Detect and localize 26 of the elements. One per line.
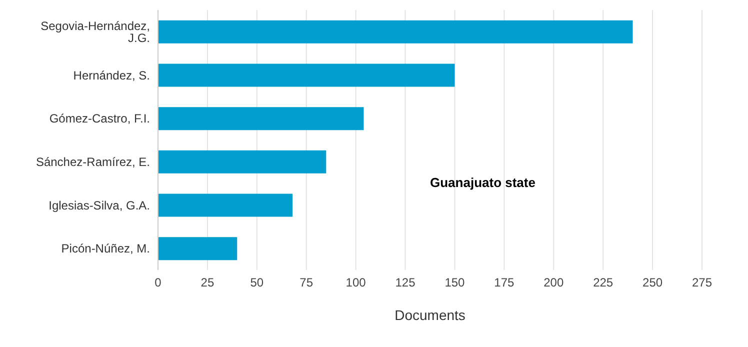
x-tick-label: 50 bbox=[250, 276, 264, 290]
x-tick-label: 175 bbox=[494, 276, 515, 290]
bar bbox=[158, 194, 293, 217]
x-tick-label: 275 bbox=[692, 276, 712, 290]
x-tick-label: 150 bbox=[444, 276, 466, 290]
bar bbox=[158, 64, 455, 87]
y-tick-label: Picón-Núñez, M. bbox=[61, 242, 150, 256]
x-tick-label: 200 bbox=[544, 276, 564, 290]
bar bbox=[158, 20, 633, 44]
bar bbox=[158, 107, 364, 130]
x-tick-label: 75 bbox=[300, 276, 314, 290]
x-tick-label: 250 bbox=[642, 276, 663, 290]
y-tick-label: Gómez-Castro, F.I. bbox=[49, 112, 150, 126]
x-tick-label: 0 bbox=[154, 276, 162, 290]
x-tick-label: 125 bbox=[395, 276, 416, 290]
x-tick-label: 25 bbox=[200, 276, 214, 290]
y-tick-label: Iglesias-Silva, G.A. bbox=[48, 198, 150, 212]
x-axis-title: Documents bbox=[394, 307, 466, 323]
bar bbox=[158, 237, 238, 260]
y-tick-label: Hernández, S. bbox=[73, 68, 150, 82]
annotation: Guanajuato state bbox=[430, 175, 536, 190]
x-tick-label: 225 bbox=[593, 276, 614, 290]
x-tick-label: 100 bbox=[346, 276, 366, 290]
bar bbox=[158, 150, 326, 174]
y-tick-label: Sánchez-Ramírez, E. bbox=[36, 154, 150, 169]
y-tick-label: Segovia-Hernández, J.G. bbox=[40, 18, 150, 45]
